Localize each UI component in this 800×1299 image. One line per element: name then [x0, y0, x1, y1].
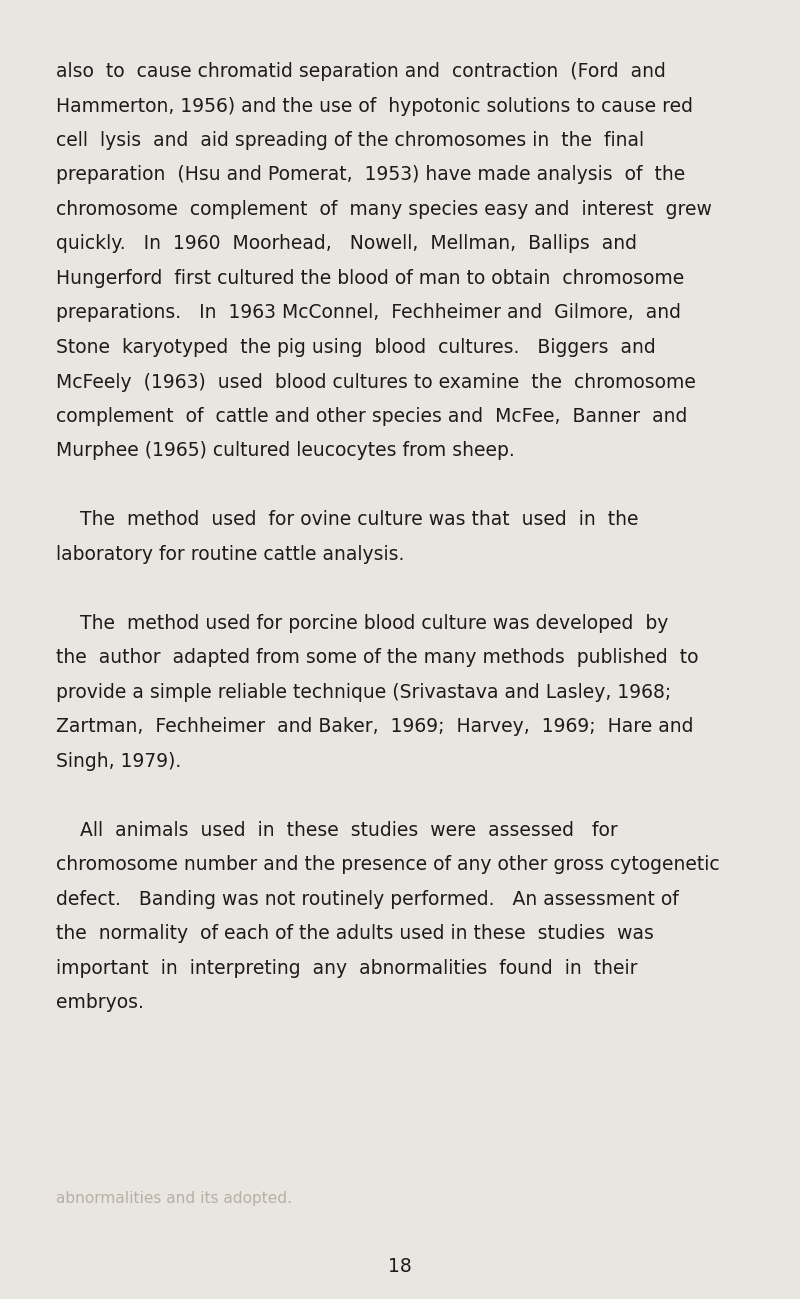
Text: the  author  adapted from some of the many methods  published  to: the author adapted from some of the many…	[56, 648, 698, 668]
Text: 18: 18	[388, 1257, 412, 1276]
Text: the  normality  of each of the adults used in these  studies  was: the normality of each of the adults used…	[56, 925, 654, 943]
Text: chromosome  complement  of  many species easy and  interest  grew: chromosome complement of many species ea…	[56, 200, 712, 220]
Text: The  method used for porcine blood culture was developed  by: The method used for porcine blood cultur…	[56, 614, 668, 633]
Text: preparation  (Hsu and Pomerat,  1953) have made analysis  of  the: preparation (Hsu and Pomerat, 1953) have…	[56, 165, 686, 184]
Text: also  to  cause chromatid separation and  contraction  (Ford  and: also to cause chromatid separation and c…	[56, 62, 666, 81]
Text: quickly.   In  1960  Moorhead,   Nowell,  Mellman,  Ballips  and: quickly. In 1960 Moorhead, Nowell, Mellm…	[56, 235, 637, 253]
Text: laboratory for routine cattle analysis.: laboratory for routine cattle analysis.	[56, 546, 404, 564]
Text: Singh, 1979).: Singh, 1979).	[56, 752, 182, 772]
Text: preparations.   In  1963 McConnel,  Fechheimer and  Gilmore,  and: preparations. In 1963 McConnel, Fechheim…	[56, 304, 681, 322]
Text: complement  of  cattle and other species and  McFee,  Banner  and: complement of cattle and other species a…	[56, 407, 687, 426]
Text: important  in  interpreting  any  abnormalities  found  in  their: important in interpreting any abnormalit…	[56, 959, 638, 978]
Text: McFeely  (1963)  used  blood cultures to examine  the  chromosome: McFeely (1963) used blood cultures to ex…	[56, 373, 696, 391]
Text: embryos.: embryos.	[56, 994, 144, 1012]
Text: cell  lysis  and  aid spreading of the chromosomes in  the  final: cell lysis and aid spreading of the chro…	[56, 131, 644, 149]
Text: provide a simple reliable technique (Srivastava and Lasley, 1968;: provide a simple reliable technique (Sri…	[56, 683, 671, 701]
Text: Zartman,  Fechheimer  and Baker,  1969;  Harvey,  1969;  Hare and: Zartman, Fechheimer and Baker, 1969; Har…	[56, 717, 694, 737]
Text: defect.   Banding was not routinely performed.   An assessment of: defect. Banding was not routinely perfor…	[56, 890, 678, 909]
Text: Hammerton, 1956) and the use of  hypotonic solutions to cause red: Hammerton, 1956) and the use of hypotoni…	[56, 96, 693, 116]
Text: Stone  karyotyped  the pig using  blood  cultures.   Biggers  and: Stone karyotyped the pig using blood cul…	[56, 338, 656, 357]
Text: The  method  used  for ovine culture was that  used  in  the: The method used for ovine culture was th…	[56, 511, 638, 530]
Text: Hungerford  first cultured the blood of man to obtain  chromosome: Hungerford first cultured the blood of m…	[56, 269, 684, 288]
Text: chromosome number and the presence of any other gross cytogenetic: chromosome number and the presence of an…	[56, 856, 720, 874]
Text: Murphee (1965) cultured leucocytes from sheep.: Murphee (1965) cultured leucocytes from …	[56, 442, 514, 461]
Text: abnormalities and its adopted.: abnormalities and its adopted.	[56, 1191, 292, 1205]
Text: All  animals  used  in  these  studies  were  assessed   for: All animals used in these studies were a…	[56, 821, 618, 840]
